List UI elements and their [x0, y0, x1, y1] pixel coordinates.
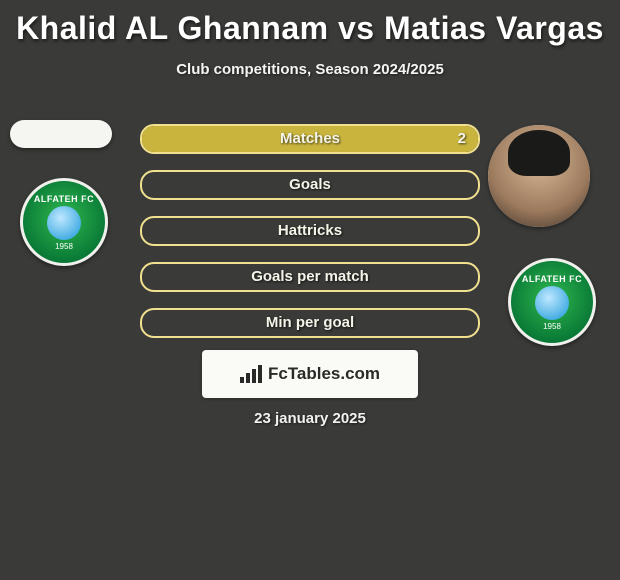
stat-row: Goals	[140, 170, 480, 200]
club-name: ALFATEH FC	[34, 194, 94, 204]
stat-row: Hattricks	[140, 216, 480, 246]
club-ball-icon	[535, 286, 569, 320]
stat-row: Min per goal	[140, 308, 480, 338]
club-name: ALFATEH FC	[522, 274, 582, 284]
stat-label: Goals per match	[142, 264, 478, 290]
stat-value-right: 2	[458, 126, 466, 152]
club-logo-right: ALFATEH FC 1958	[508, 258, 596, 346]
stat-label: Matches	[142, 126, 478, 152]
date-text: 23 january 2025	[0, 410, 620, 427]
player-left-avatar	[10, 120, 112, 148]
brand-box: FcTables.com	[202, 350, 418, 398]
stat-row: Matches2	[140, 124, 480, 154]
player-right-avatar	[488, 125, 590, 227]
brand-text: FcTables.com	[268, 364, 380, 384]
bar-chart-icon	[240, 365, 262, 383]
club-year: 1958	[55, 242, 73, 251]
stat-bars-container: Matches2 Goals Hattricks Goals per match Min…	[140, 124, 480, 354]
stat-label: Min per goal	[142, 310, 478, 336]
stat-label: Hattricks	[142, 218, 478, 244]
club-year: 1958	[543, 322, 561, 331]
club-logo-left: ALFATEH FC 1958	[20, 178, 108, 266]
stat-label: Goals	[142, 172, 478, 198]
stat-row: Goals per match	[140, 262, 480, 292]
club-ball-icon	[47, 206, 81, 240]
subtitle: Club competitions, Season 2024/2025	[0, 61, 620, 78]
page-title: Khalid AL Ghannam vs Matias Vargas	[0, 0, 620, 47]
